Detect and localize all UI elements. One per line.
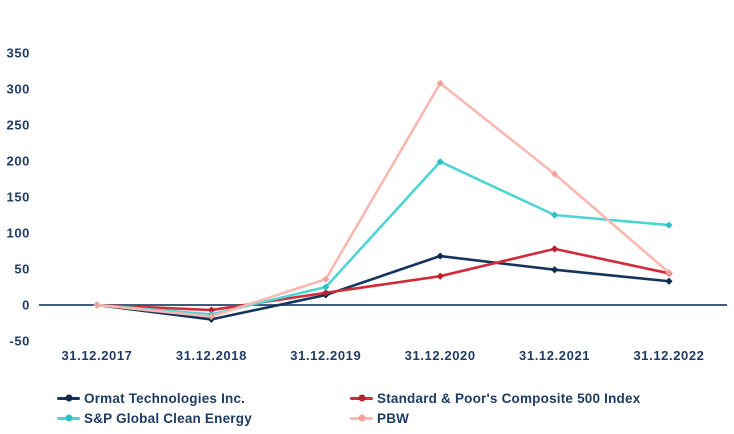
data-point-marker [207,312,215,321]
data-point-marker [436,158,444,166]
data-point-marker [551,170,559,178]
data-point-marker [207,306,215,314]
series-line [95,254,671,321]
legend-label-clean-energy: S&P Global Clean Energy [84,410,252,426]
y-tick-label: 250 [7,118,31,133]
legend-label-pbw: PBW [377,410,410,426]
data-point-marker [436,272,444,280]
data-point-marker [322,275,330,283]
x-tick-label: 31.12.2018 [176,348,247,363]
data-point-marker [551,211,559,219]
legend-item-sp500: Standard & Poor's Composite 500 Index [350,390,640,406]
series-line [95,247,671,312]
y-tick-label: 200 [7,154,31,169]
legend-item-pbw: PBW [350,410,409,426]
data-point-marker [322,289,330,297]
data-point-marker [551,245,559,253]
legend-label-ormat: Ormat Technologies Inc. [84,390,246,406]
legend-label-sp500: Standard & Poor's Composite 500 Index [377,390,641,406]
y-tick-label: -50 [9,334,30,349]
legend-marker-sp500 [350,394,373,402]
series-line [95,81,671,318]
y-tick-label: 100 [7,226,31,241]
legend-marker-pbw [350,414,373,422]
x-tick-label: 31.12.2017 [61,348,132,363]
data-point-marker [322,283,330,291]
data-point-marker [551,266,559,274]
legend-marker-clean-energy [57,414,80,422]
y-tick-label: 350 [7,46,31,61]
data-point-marker [665,221,673,229]
x-tick-label: 31.12.2020 [405,348,476,363]
data-point-marker [436,79,444,87]
y-tick-label: 0 [22,298,30,313]
y-tick-label: 300 [7,82,31,97]
y-tick-label: 50 [14,262,30,277]
y-tick-label: 150 [7,190,31,205]
x-tick-label: 31.12.2022 [633,348,704,363]
legend-item-ormat: Ormat Technologies Inc. [57,390,245,406]
data-point-marker [665,277,673,285]
legend-item-clean-energy: S&P Global Clean Energy [57,410,252,426]
x-tick-label: 31.12.2021 [519,348,590,363]
series-line [95,160,671,316]
data-point-marker [436,252,444,260]
data-point-marker [93,301,101,309]
data-point-marker [665,269,673,277]
legend-marker-ormat [57,394,80,402]
x-tick-label: 31.12.2019 [290,348,361,363]
